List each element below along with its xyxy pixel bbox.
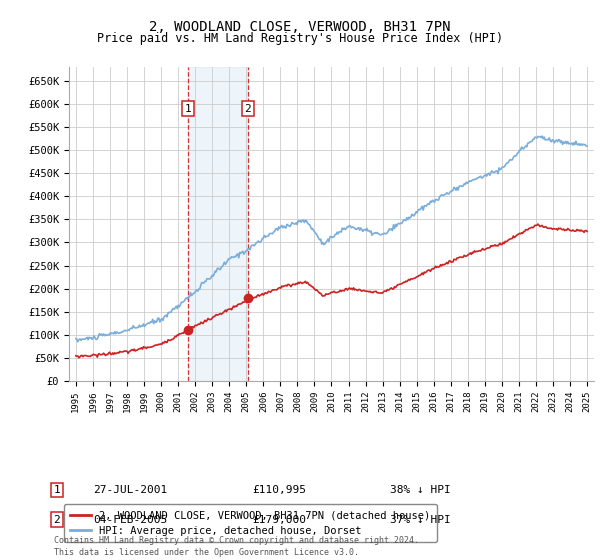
Text: 2, WOODLAND CLOSE, VERWOOD, BH31 7PN: 2, WOODLAND CLOSE, VERWOOD, BH31 7PN <box>149 20 451 34</box>
Text: 37% ↓ HPI: 37% ↓ HPI <box>390 515 451 525</box>
Text: 2: 2 <box>244 104 251 114</box>
Text: 27-JUL-2001: 27-JUL-2001 <box>93 485 167 495</box>
Text: Price paid vs. HM Land Registry's House Price Index (HPI): Price paid vs. HM Land Registry's House … <box>97 32 503 45</box>
Text: 1: 1 <box>53 485 61 495</box>
Text: £110,995: £110,995 <box>252 485 306 495</box>
Text: 04-FEB-2005: 04-FEB-2005 <box>93 515 167 525</box>
Text: 2: 2 <box>53 515 61 525</box>
Text: £179,000: £179,000 <box>252 515 306 525</box>
Text: 1: 1 <box>184 104 191 114</box>
Text: Contains HM Land Registry data © Crown copyright and database right 2024.
This d: Contains HM Land Registry data © Crown c… <box>54 536 419 557</box>
Legend: 2, WOODLAND CLOSE, VERWOOD, BH31 7PN (detached house), HPI: Average price, detac: 2, WOODLAND CLOSE, VERWOOD, BH31 7PN (de… <box>64 504 437 542</box>
Bar <box>188 67 248 381</box>
Text: 38% ↓ HPI: 38% ↓ HPI <box>390 485 451 495</box>
